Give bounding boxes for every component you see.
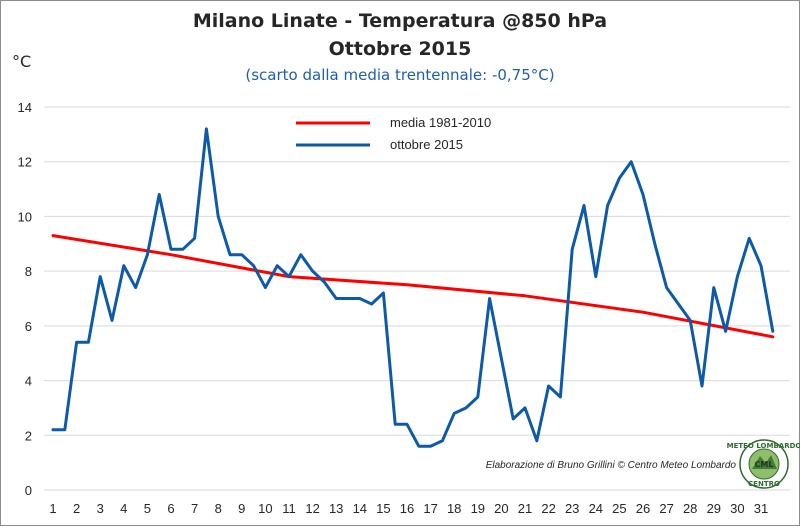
x-tick-label: 31 <box>754 501 768 516</box>
legend-label: ottobre 2015 <box>390 137 463 152</box>
mountain-icon <box>752 455 777 469</box>
x-tick-label: 25 <box>612 501 626 516</box>
x-tick-label: 24 <box>589 501 603 516</box>
y-tick-label: 2 <box>25 428 32 443</box>
series-line-ottobre <box>51 127 775 448</box>
y-tick-label: 6 <box>25 319 32 334</box>
y-tick-label: 8 <box>25 264 32 279</box>
y-tick-label: 14 <box>18 100 32 115</box>
logo-initials: CML <box>755 460 774 469</box>
x-tick-label: 19 <box>471 501 485 516</box>
y-tick-label: 12 <box>18 155 32 170</box>
x-tick-label: 9 <box>238 501 245 516</box>
credit-text: Elaborazione di Bruno Grillini © Centro … <box>486 460 737 471</box>
chart-subtitle: Ottobre 2015 <box>328 38 472 60</box>
x-tick-label: 23 <box>565 501 579 516</box>
x-tick-label: 30 <box>730 501 744 516</box>
y-tick-label: 10 <box>18 209 32 224</box>
chart-title: Milano Linate - Temperatura @850 hPa <box>192 10 608 32</box>
x-tick-label: 6 <box>167 501 174 516</box>
x-tick-label: 15 <box>376 501 390 516</box>
series-line-media <box>51 234 775 339</box>
x-tick-label: 18 <box>447 501 461 516</box>
x-tick-label: 28 <box>683 501 697 516</box>
x-tick-label: 12 <box>305 501 319 516</box>
logo-text-top: METEO LOMBARDO <box>727 442 800 450</box>
y-tick-label: 4 <box>25 374 32 389</box>
x-tick-label: 29 <box>707 501 721 516</box>
x-tick-label: 17 <box>423 501 437 516</box>
legend-label: media 1981-2010 <box>390 115 491 130</box>
x-tick-label: 3 <box>97 501 104 516</box>
chart-note: (scarto dalla media trentennale: -0,75°C… <box>245 66 555 84</box>
y-tick-label: 0 <box>25 483 32 498</box>
y-axis-unit: °C <box>12 52 32 71</box>
x-tick-label: 4 <box>120 501 127 516</box>
x-tick-label: 14 <box>353 501 367 516</box>
x-tick-label: 8 <box>215 501 222 516</box>
x-tick-label: 2 <box>73 501 80 516</box>
x-tick-label: 10 <box>258 501 272 516</box>
x-tick-label: 20 <box>494 501 508 516</box>
x-tick-label: 1 <box>49 501 56 516</box>
x-tick-label: 5 <box>144 501 151 516</box>
x-tick-label: 7 <box>191 501 198 516</box>
x-tick-label: 16 <box>400 501 414 516</box>
x-tick-label: 27 <box>659 501 673 516</box>
x-tick-label: 11 <box>282 501 296 516</box>
logo-text-bottom: CENTRO <box>748 480 780 488</box>
x-tick-label: 22 <box>541 501 555 516</box>
x-tick-label: 13 <box>329 501 343 516</box>
x-tick-label: 26 <box>636 501 650 516</box>
x-tick-label: 21 <box>518 501 532 516</box>
